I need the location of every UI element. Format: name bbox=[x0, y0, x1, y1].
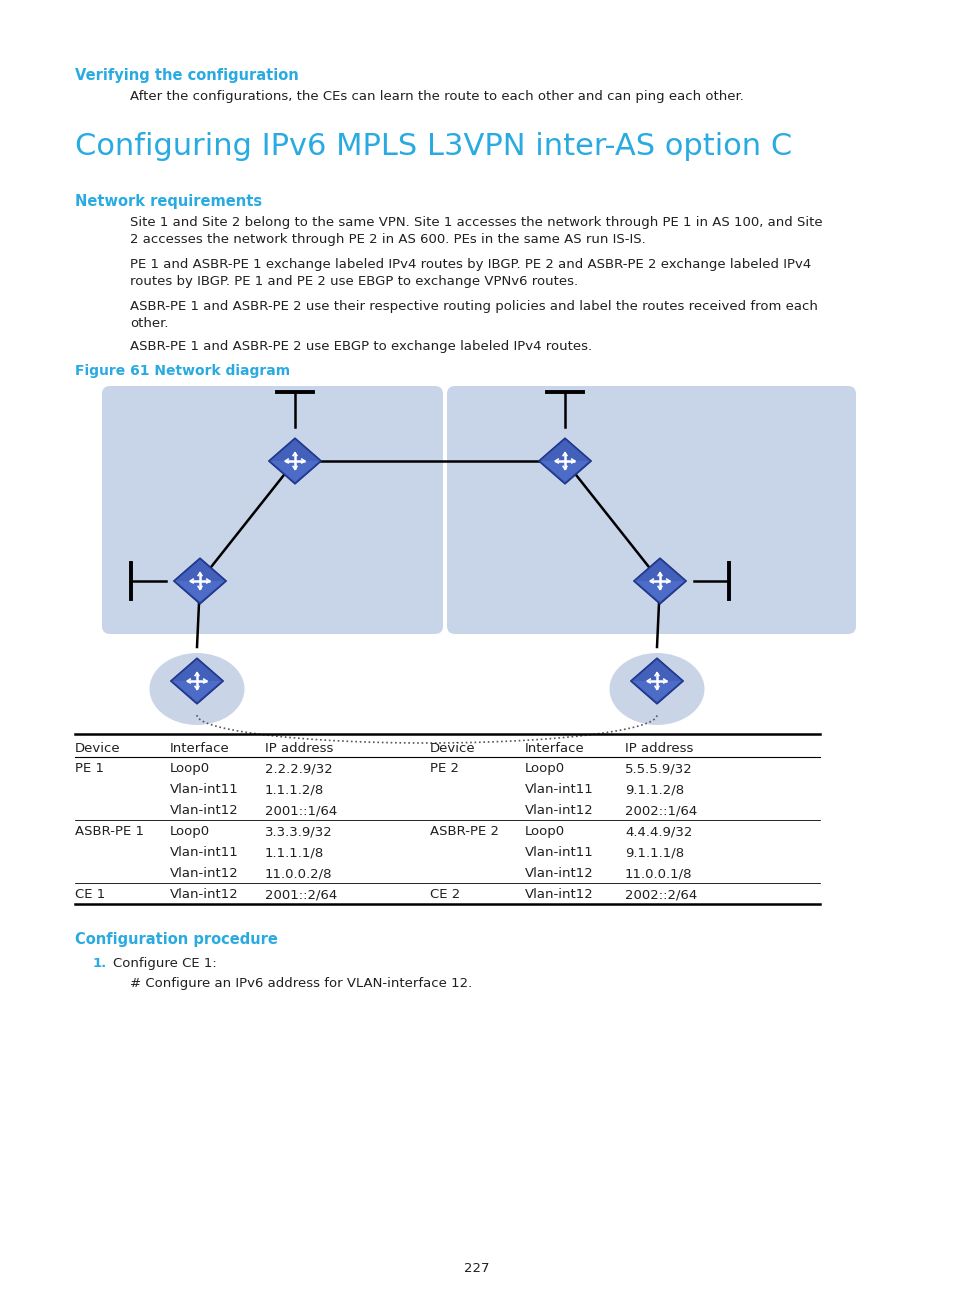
Polygon shape bbox=[635, 560, 683, 603]
Text: IP address: IP address bbox=[265, 743, 333, 756]
Text: Vlan-int11: Vlan-int11 bbox=[524, 846, 593, 859]
Text: 3.3.3.9/32: 3.3.3.9/32 bbox=[265, 826, 333, 839]
Text: Vlan-int12: Vlan-int12 bbox=[170, 804, 238, 816]
Text: ASBR-PE 1 and ASBR-PE 2 use their respective routing policies and label the rout: ASBR-PE 1 and ASBR-PE 2 use their respec… bbox=[130, 299, 817, 330]
FancyBboxPatch shape bbox=[102, 386, 442, 634]
Text: Device: Device bbox=[75, 743, 120, 756]
Text: Loop0: Loop0 bbox=[170, 826, 210, 839]
Text: Vlan-int11: Vlan-int11 bbox=[170, 846, 238, 859]
Text: Vlan-int12: Vlan-int12 bbox=[524, 804, 593, 816]
Text: 2001::2/64: 2001::2/64 bbox=[265, 888, 337, 901]
Text: Vlan-int12: Vlan-int12 bbox=[170, 888, 238, 901]
Text: 9.1.1.2/8: 9.1.1.2/8 bbox=[624, 783, 683, 796]
Text: IP address: IP address bbox=[624, 743, 693, 756]
Text: Device: Device bbox=[430, 743, 476, 756]
Polygon shape bbox=[175, 560, 224, 581]
Text: CE 2: CE 2 bbox=[430, 888, 459, 901]
Text: Configuration procedure: Configuration procedure bbox=[75, 932, 277, 947]
Text: CE 1: CE 1 bbox=[75, 888, 105, 901]
Text: ASBR-PE 2: ASBR-PE 2 bbox=[430, 826, 498, 839]
Ellipse shape bbox=[609, 653, 703, 724]
Text: 1.1.1.2/8: 1.1.1.2/8 bbox=[265, 783, 324, 796]
Text: 11.0.0.1/8: 11.0.0.1/8 bbox=[624, 867, 692, 880]
Polygon shape bbox=[171, 658, 223, 704]
Text: Vlan-int11: Vlan-int11 bbox=[170, 783, 238, 796]
Polygon shape bbox=[632, 660, 680, 680]
Text: Vlan-int12: Vlan-int12 bbox=[524, 888, 593, 901]
Polygon shape bbox=[540, 439, 589, 482]
Text: 2.2.2.9/32: 2.2.2.9/32 bbox=[265, 762, 333, 775]
Text: 227: 227 bbox=[464, 1262, 489, 1275]
Text: Configuring IPv6 MPLS L3VPN inter-AS option C: Configuring IPv6 MPLS L3VPN inter-AS opt… bbox=[75, 132, 791, 161]
FancyBboxPatch shape bbox=[447, 386, 855, 634]
Text: 2001::1/64: 2001::1/64 bbox=[265, 804, 337, 816]
Polygon shape bbox=[175, 560, 224, 603]
Text: 2002::2/64: 2002::2/64 bbox=[624, 888, 697, 901]
Polygon shape bbox=[173, 557, 226, 604]
Text: Loop0: Loop0 bbox=[170, 762, 210, 775]
Text: PE 2: PE 2 bbox=[430, 762, 458, 775]
Text: Site 1 and Site 2 belong to the same VPN. Site 1 accesses the network through PE: Site 1 and Site 2 belong to the same VPN… bbox=[130, 216, 821, 246]
Text: Network requirements: Network requirements bbox=[75, 194, 262, 209]
Polygon shape bbox=[271, 439, 319, 461]
Text: Loop0: Loop0 bbox=[524, 762, 564, 775]
Polygon shape bbox=[633, 557, 686, 604]
Text: ASBR-PE 1 and ASBR-PE 2 use EBGP to exchange labeled IPv4 routes.: ASBR-PE 1 and ASBR-PE 2 use EBGP to exch… bbox=[130, 340, 592, 353]
Text: # Configure an IPv6 address for VLAN-interface 12.: # Configure an IPv6 address for VLAN-int… bbox=[130, 977, 472, 990]
Text: Vlan-int12: Vlan-int12 bbox=[170, 867, 238, 880]
Text: 5.5.5.9/32: 5.5.5.9/32 bbox=[624, 762, 692, 775]
Text: 9.1.1.1/8: 9.1.1.1/8 bbox=[624, 846, 683, 859]
Text: 1.1.1.1/8: 1.1.1.1/8 bbox=[265, 846, 324, 859]
Text: PE 1: PE 1 bbox=[75, 762, 104, 775]
Polygon shape bbox=[632, 660, 680, 702]
Text: Interface: Interface bbox=[170, 743, 230, 756]
Text: Configure CE 1:: Configure CE 1: bbox=[112, 956, 216, 969]
Text: ASBR-PE 1: ASBR-PE 1 bbox=[75, 826, 144, 839]
Text: Vlan-int12: Vlan-int12 bbox=[524, 867, 593, 880]
Text: 4.4.4.9/32: 4.4.4.9/32 bbox=[624, 826, 692, 839]
Polygon shape bbox=[172, 660, 221, 702]
Text: Interface: Interface bbox=[524, 743, 584, 756]
Polygon shape bbox=[635, 560, 683, 581]
Ellipse shape bbox=[150, 653, 244, 724]
Polygon shape bbox=[268, 438, 321, 485]
Text: 11.0.0.2/8: 11.0.0.2/8 bbox=[265, 867, 333, 880]
Polygon shape bbox=[630, 658, 682, 704]
Polygon shape bbox=[172, 660, 221, 680]
Polygon shape bbox=[271, 439, 319, 482]
Text: After the configurations, the CEs can learn the route to each other and can ping: After the configurations, the CEs can le… bbox=[130, 89, 743, 102]
Polygon shape bbox=[540, 439, 589, 461]
Text: Vlan-int11: Vlan-int11 bbox=[524, 783, 593, 796]
Text: 1.: 1. bbox=[92, 956, 107, 969]
Text: Loop0: Loop0 bbox=[524, 826, 564, 839]
Text: Figure 61 Network diagram: Figure 61 Network diagram bbox=[75, 364, 290, 378]
Text: 2002::1/64: 2002::1/64 bbox=[624, 804, 697, 816]
Text: Verifying the configuration: Verifying the configuration bbox=[75, 67, 298, 83]
Polygon shape bbox=[537, 438, 591, 485]
Text: PE 1 and ASBR-PE 1 exchange labeled IPv4 routes by IBGP. PE 2 and ASBR-PE 2 exch: PE 1 and ASBR-PE 1 exchange labeled IPv4… bbox=[130, 258, 810, 288]
